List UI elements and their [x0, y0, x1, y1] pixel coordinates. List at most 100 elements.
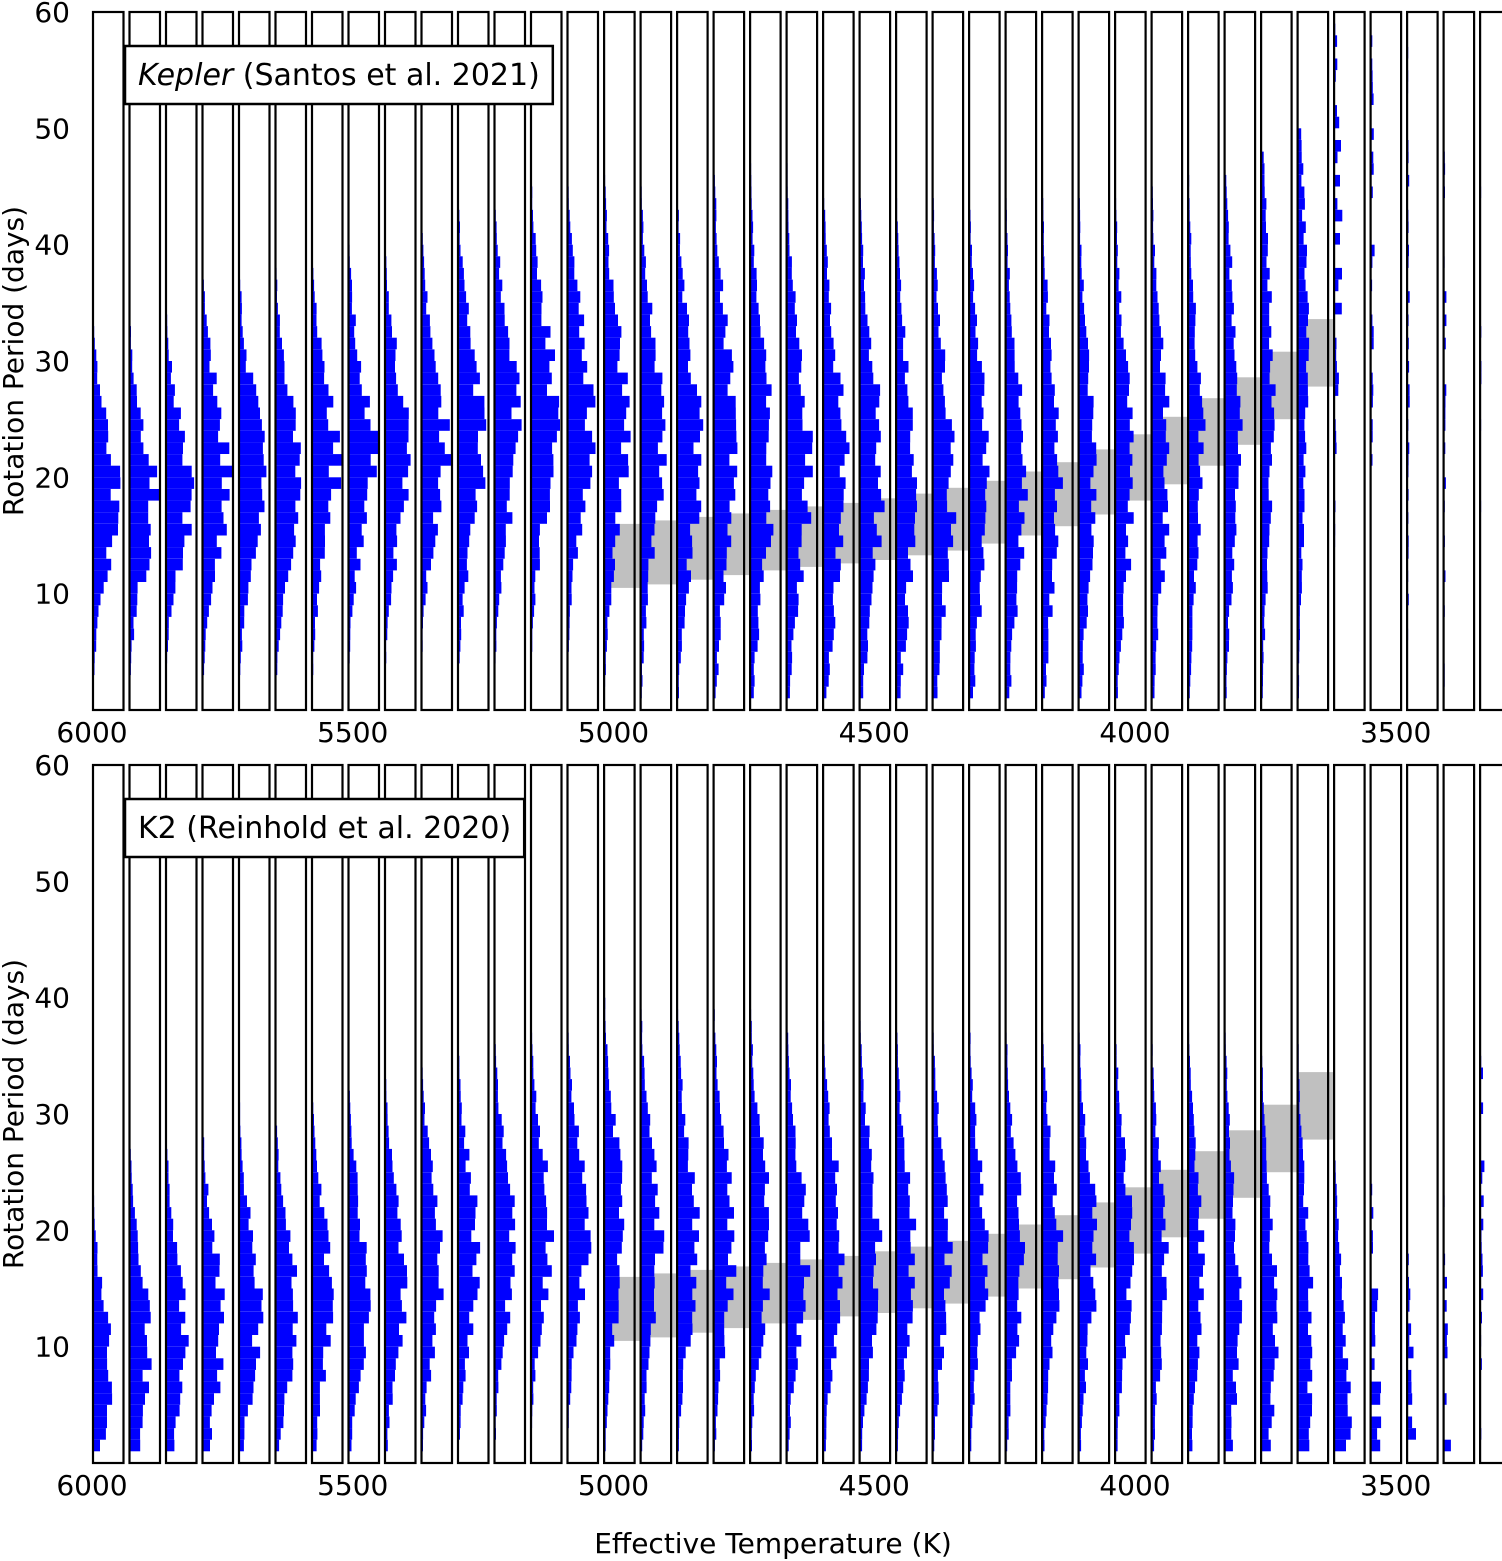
histogram-bar	[275, 489, 301, 501]
histogram-bar	[896, 302, 902, 315]
histogram-bar	[348, 1195, 359, 1207]
histogram-bar	[677, 1265, 691, 1277]
subplot-frame	[1150, 10, 1184, 712]
histogram-bar	[1261, 1288, 1278, 1301]
histogram-bar	[275, 1404, 284, 1417]
subplot-frame	[1405, 10, 1439, 712]
histogram-bar	[1078, 1288, 1096, 1301]
histogram-bar	[494, 1125, 504, 1138]
histogram-bar	[421, 314, 430, 327]
histogram-bar	[1188, 1102, 1193, 1114]
histogram-bar	[275, 430, 293, 443]
legend: Kepler (Santos et al. 2021)	[123, 44, 555, 106]
histogram-bar	[640, 1428, 644, 1440]
histogram-bar	[932, 1114, 938, 1126]
histogram-bar	[969, 384, 985, 396]
histogram-bar	[385, 1102, 388, 1114]
histogram-bar	[1005, 1148, 1016, 1161]
histogram-bar	[421, 430, 440, 443]
histogram-bar	[932, 640, 940, 652]
histogram-bar	[1078, 291, 1083, 303]
histogram-bar	[604, 361, 618, 373]
histogram-bar	[1078, 1253, 1097, 1266]
histogram-bar	[531, 1172, 544, 1184]
histogram-bar	[677, 244, 680, 257]
histogram-bar	[275, 465, 296, 478]
subplot-frame	[1296, 763, 1330, 1465]
histogram-bar	[786, 1393, 791, 1405]
histogram-bar	[1078, 477, 1091, 489]
x-tick-label: 5500	[317, 1469, 388, 1502]
histogram-bar	[750, 1160, 766, 1173]
histogram-bar	[1078, 1393, 1084, 1405]
histogram-bar	[275, 1288, 293, 1301]
histogram-bar	[1261, 419, 1275, 431]
x-tick-label: 3500	[1360, 1469, 1431, 1502]
histogram-bar	[713, 605, 720, 617]
histogram-bar	[421, 1381, 427, 1394]
histogram-bar	[421, 1137, 430, 1149]
histogram-bar	[275, 302, 278, 315]
histogram-bar	[275, 442, 301, 454]
subplot-frame	[602, 763, 636, 1465]
histogram-bar	[348, 291, 353, 303]
histogram-bar	[1005, 1276, 1019, 1289]
histogram-bar	[1188, 442, 1204, 454]
histogram-bar	[640, 1102, 648, 1114]
histogram-bar	[1042, 1276, 1059, 1289]
histogram-bar	[494, 302, 505, 315]
histogram-bar	[1370, 326, 1374, 338]
histogram-bar	[640, 547, 655, 559]
histogram-bar	[166, 1207, 172, 1219]
histogram-bar	[859, 628, 868, 641]
histogram-bar	[969, 1335, 978, 1347]
histogram-bar	[677, 454, 702, 466]
histogram-bar	[348, 267, 352, 280]
histogram-bar	[713, 267, 721, 280]
histogram-bar	[421, 1183, 434, 1196]
histogram-bar	[1261, 512, 1271, 524]
histogram-bar	[1005, 686, 1010, 699]
histogram-bar	[677, 302, 687, 315]
subplot-frame	[748, 10, 782, 712]
temperature-bin-column	[858, 763, 896, 1465]
histogram-bar	[312, 477, 342, 489]
histogram-bar	[1188, 267, 1192, 280]
histogram-bar	[1261, 395, 1272, 408]
histogram-bar	[1261, 1172, 1267, 1184]
histogram-bar	[1115, 1218, 1131, 1231]
histogram-bar	[604, 291, 614, 303]
histogram-bar	[312, 1183, 322, 1196]
histogram-bar	[93, 1393, 113, 1405]
histogram-bar	[1078, 395, 1094, 408]
histogram-bar	[166, 465, 192, 478]
histogram-bar	[677, 1102, 682, 1114]
histogram-bar	[1261, 558, 1267, 571]
histogram-bar	[531, 1195, 547, 1207]
histogram-bar	[859, 1148, 872, 1161]
histogram-bar	[348, 1323, 364, 1335]
histogram-bar	[1334, 267, 1342, 280]
histogram-bar	[531, 1137, 539, 1149]
histogram-bar	[531, 395, 560, 408]
histogram-bar	[1480, 1218, 1484, 1231]
histogram-bar	[786, 558, 801, 571]
histogram-bar	[567, 500, 586, 513]
histogram-bar	[494, 616, 497, 629]
histogram-bar	[458, 372, 480, 385]
histogram-bar	[713, 326, 726, 338]
histogram-bar	[129, 419, 144, 431]
histogram-bar	[1005, 1183, 1022, 1196]
histogram-bar	[1334, 1230, 1339, 1242]
histogram-bar	[531, 1335, 541, 1347]
histogram-bar	[1151, 267, 1157, 280]
temperature-bin-column	[164, 763, 198, 1465]
histogram-bar	[348, 605, 353, 617]
temperature-bin-column	[894, 10, 932, 712]
histogram-bar	[1297, 1404, 1312, 1417]
histogram-bar	[93, 407, 107, 420]
histogram-bar	[932, 407, 946, 420]
histogram-bar	[1005, 326, 1012, 338]
histogram-bar	[786, 1090, 791, 1103]
temperature-bin-column	[931, 10, 969, 712]
